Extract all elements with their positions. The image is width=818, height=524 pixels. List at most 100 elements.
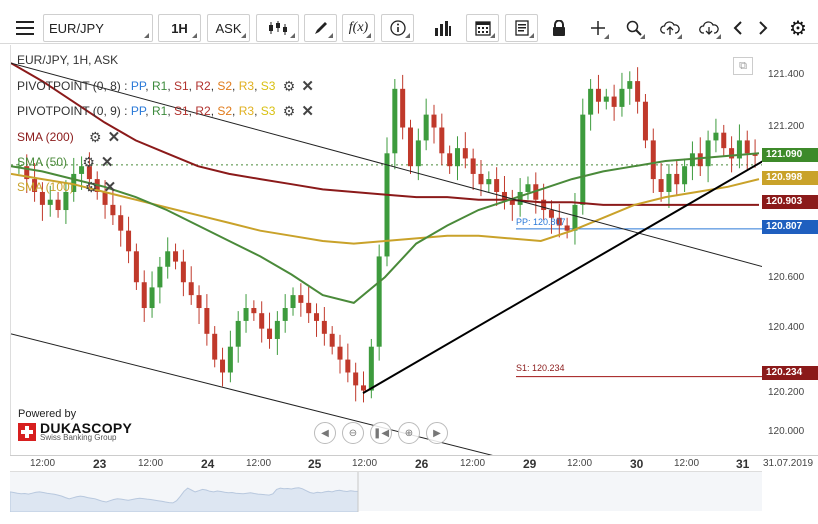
candle-body xyxy=(165,251,171,267)
candle-body xyxy=(212,333,218,360)
navigator-panel[interactable] xyxy=(9,471,762,513)
period-selector[interactable]: 1H xyxy=(158,14,201,42)
candle-body xyxy=(251,308,257,314)
r3-label: R3 xyxy=(238,79,255,93)
side-selector[interactable]: ASK xyxy=(207,14,250,42)
candle-body xyxy=(321,320,327,334)
gear-icon[interactable]: ⚙ xyxy=(89,129,102,145)
candle-body xyxy=(173,251,179,262)
close-icon[interactable]: ✕ xyxy=(301,103,314,120)
candle-body xyxy=(149,287,155,309)
arrow-right-icon[interactable] xyxy=(753,14,773,42)
info-icon[interactable] xyxy=(381,14,414,42)
time-axis[interactable]: 12:00 23 12:00 24 12:00 25 12:00 26 12:0… xyxy=(10,455,818,471)
price-chart[interactable] xyxy=(11,45,762,455)
powered-by-label: Powered by xyxy=(18,408,77,420)
close-icon[interactable]: ✕ xyxy=(103,179,117,196)
hamburger-menu-icon[interactable] xyxy=(12,14,38,42)
x-tick-day: 29 xyxy=(523,457,537,471)
lock-icon[interactable] xyxy=(545,14,573,42)
y-tick: 120.400 xyxy=(768,322,805,333)
y-tick: 120.000 xyxy=(768,426,805,437)
candle-body xyxy=(290,295,296,309)
candle-body xyxy=(141,282,147,309)
candle-body xyxy=(415,140,421,167)
sma200-label: SMA (200) xyxy=(17,130,74,144)
close-icon[interactable]: ✕ xyxy=(100,154,114,171)
candle-body xyxy=(274,320,280,339)
nav-back-icon[interactable]: ◀ xyxy=(314,422,336,444)
volume-bars-icon[interactable] xyxy=(428,14,458,42)
x-tick-day: 24 xyxy=(201,457,215,471)
s1-chart-label: S1: 120.234 xyxy=(516,363,565,373)
candle-body xyxy=(267,328,273,339)
s3-label: S3 xyxy=(260,79,276,93)
cloud-download-icon[interactable] xyxy=(694,14,724,42)
cloud-upload-icon[interactable] xyxy=(655,14,685,42)
candle-body xyxy=(697,153,703,167)
candle-body xyxy=(368,346,374,391)
pivot-legend-1: PIVOTPOINT (0, 8) : PP, R1, S1, R2, S2, … xyxy=(17,78,314,95)
pp-label: PP xyxy=(130,79,146,93)
candle-body xyxy=(407,127,414,167)
gear-icon[interactable]: ⚙ xyxy=(282,78,296,94)
fullscreen-icon[interactable]: ⧉ xyxy=(733,57,753,75)
candlestick-type-icon[interactable] xyxy=(256,14,299,42)
reset-zoom-icon[interactable]: ❚◀ xyxy=(370,422,392,444)
dropdown-corner-icon xyxy=(144,33,149,38)
candle-body xyxy=(548,210,554,218)
candle-body xyxy=(47,199,53,205)
zoom-magnifier-icon[interactable] xyxy=(620,14,648,42)
calendar-icon[interactable] xyxy=(466,14,499,42)
x-tick: 12:00 xyxy=(460,458,486,469)
candle-body xyxy=(439,127,445,154)
zoom-in-icon[interactable]: ⊕ xyxy=(398,422,420,444)
s3-label: S3 xyxy=(260,104,276,118)
report-document-icon[interactable] xyxy=(505,14,538,42)
candle-body xyxy=(736,140,742,159)
chart-area[interactable]: EUR/JPY, 1H, ASK PIVOTPOINT (0, 8) : PP,… xyxy=(10,45,762,455)
close-icon[interactable]: ✕ xyxy=(301,78,314,95)
dukascopy-logo: DUKASCOPY Swiss Banking Group xyxy=(18,421,132,442)
swiss-cross-icon xyxy=(18,423,36,441)
candle-body xyxy=(24,166,30,180)
candle-body xyxy=(86,166,92,180)
candle-body xyxy=(204,308,210,334)
candle-body xyxy=(298,295,304,303)
candle-body xyxy=(744,140,750,154)
candle-body xyxy=(525,184,531,192)
settings-gear-icon[interactable]: ⚙ xyxy=(785,14,811,42)
nav-forward-icon[interactable]: ▶ xyxy=(426,422,448,444)
close-icon[interactable]: ✕ xyxy=(107,129,121,146)
branding: Powered by DUKASCOPY Swiss Banking Group xyxy=(18,408,132,442)
x-tick-day: 25 xyxy=(308,457,322,471)
gear-icon[interactable]: ⚙ xyxy=(82,154,95,170)
candle-body xyxy=(235,320,241,347)
candle-body xyxy=(345,359,351,373)
candle-body xyxy=(713,132,719,141)
x-tick: 12:00 xyxy=(674,458,700,469)
draw-pencil-icon[interactable] xyxy=(304,14,337,42)
navigator-sparkline xyxy=(9,472,359,513)
gear-icon[interactable]: ⚙ xyxy=(282,103,296,119)
candle-body xyxy=(63,191,69,211)
arrow-left-icon[interactable] xyxy=(728,14,748,42)
candle-body xyxy=(509,199,515,205)
sma200-legend: SMA (200) ⚙ ✕ xyxy=(17,128,120,146)
instrument-selector[interactable]: EUR/JPY xyxy=(43,14,153,42)
zoom-out-icon[interactable]: ⊖ xyxy=(342,422,364,444)
r2-label: R2 xyxy=(195,79,211,93)
function-fx-icon[interactable]: f(x) xyxy=(342,14,375,42)
y-tick: 120.600 xyxy=(768,272,805,283)
period-label: 1H xyxy=(171,20,188,36)
s1-label: S1 xyxy=(173,79,189,93)
pivot-legend-2: PIVOTPOINT (0, 9) : PP, R1, S1, R2, S2, … xyxy=(17,103,314,120)
pivot-name: PIVOTPOINT (0, 8) xyxy=(17,79,121,93)
crosshair-icon[interactable] xyxy=(584,14,612,42)
gear-icon[interactable]: ⚙ xyxy=(85,179,98,195)
x-tick: 12:00 xyxy=(138,458,164,469)
price-axis[interactable]: 121.400 121.200 120.600 120.400 120.200 … xyxy=(762,45,818,455)
candle-body xyxy=(486,179,492,185)
candle-body xyxy=(494,179,500,192)
symbol-line: EUR/JPY, 1H, ASK xyxy=(17,53,119,67)
